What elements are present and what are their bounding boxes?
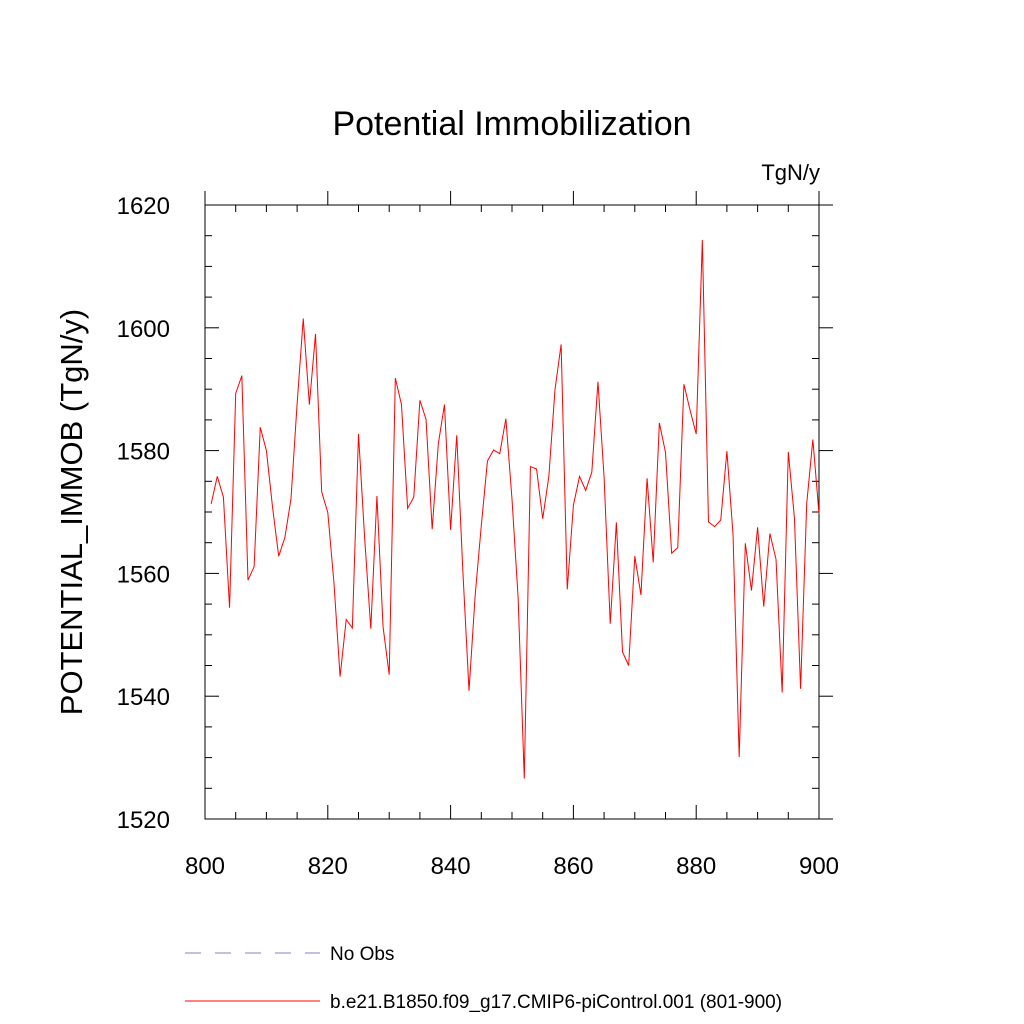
legend-label-picontrol: b.e21.B1850.f09_g17.CMIP6-piControl.001 … <box>330 992 782 1013</box>
x-tick-label: 860 <box>553 853 593 880</box>
legend-label-no-obs: No Obs <box>330 944 394 965</box>
x-tick-label: 800 <box>185 853 225 880</box>
y-tick-label: 1520 <box>117 807 170 834</box>
units-label: TgN/y <box>761 160 820 185</box>
x-tick-labels: 800 820 840 860 880 900 <box>185 853 839 880</box>
y-tick-label: 1600 <box>117 316 170 343</box>
x-tick-label: 820 <box>308 853 348 880</box>
y-tick-label: 1540 <box>117 684 170 711</box>
x-tick-label: 900 <box>799 853 839 880</box>
legend: No Obs b.e21.B1850.f09_g17.CMIP6-piContr… <box>185 944 782 1013</box>
y-tick-label: 1560 <box>117 561 170 588</box>
series-lines <box>210 239 820 779</box>
y-axis-title: POTENTIAL_IMMOB (TgN/y) <box>54 309 89 715</box>
y-tick-label: 1580 <box>117 439 170 466</box>
chart-title: Potential Immobilization <box>332 105 691 143</box>
series-line-1 <box>210 239 820 779</box>
plot-frame <box>204 204 820 820</box>
y-tick-label: 1620 <box>117 193 170 220</box>
y-tick-labels: 1520 1540 1560 1580 1600 1620 <box>117 193 170 834</box>
axis-ticks <box>204 191 833 820</box>
x-tick-label: 840 <box>431 853 471 880</box>
x-tick-label: 880 <box>676 853 716 880</box>
